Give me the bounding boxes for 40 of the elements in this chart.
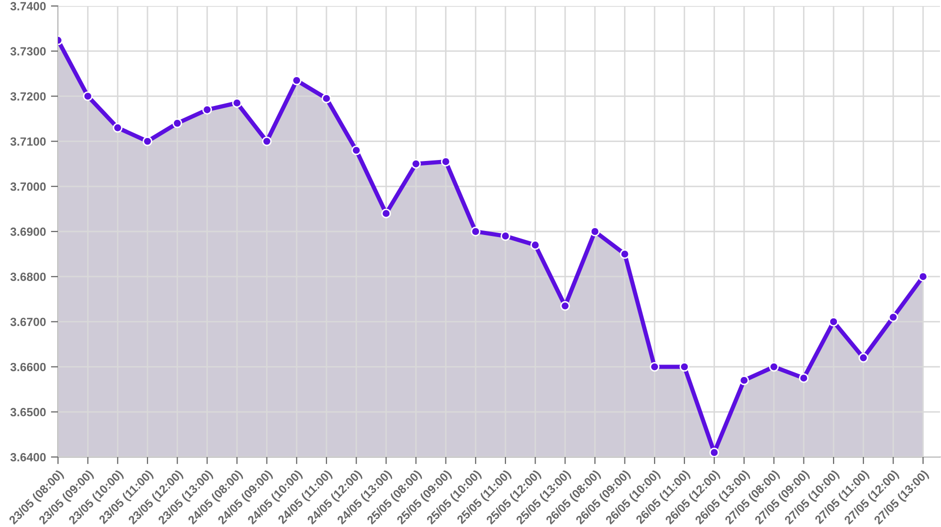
y-tick-label: 3.7400: [10, 2, 46, 10]
point: [620, 249, 630, 259]
y-tick-label: 3.6800: [10, 272, 46, 282]
point: [918, 272, 928, 282]
point: [112, 122, 123, 133]
point: [530, 240, 540, 250]
point: [351, 145, 362, 156]
y-tick-label: 3.6900: [10, 228, 46, 236]
point: [500, 231, 510, 241]
point: [680, 362, 690, 372]
point: [411, 158, 421, 169]
y-tick-label: 3.6700: [10, 318, 46, 326]
point: [322, 94, 332, 104]
point: [590, 226, 600, 236]
y-tick-label: 3.7300: [10, 47, 46, 56]
point: [440, 156, 451, 166]
y-tick-label: 3.7200: [10, 92, 46, 101]
point: [470, 226, 480, 236]
y-tick-label: 3.6500: [10, 408, 46, 416]
point: [858, 352, 868, 363]
y-tick-label: 3.7000: [10, 182, 46, 191]
point: [650, 362, 660, 372]
y-tick-label: 3.7100: [10, 137, 46, 146]
point: [292, 76, 302, 86]
point: [739, 375, 749, 386]
point: [142, 136, 152, 146]
point: [798, 373, 809, 383]
point: [560, 301, 570, 311]
point: [769, 362, 779, 372]
point: [232, 98, 242, 108]
point: [202, 104, 212, 115]
point: [828, 316, 838, 327]
point: [82, 91, 93, 102]
point: [709, 448, 720, 457]
point: [888, 312, 898, 322]
point: [381, 208, 391, 218]
point: [262, 136, 272, 146]
y-tick-label: 3.6400: [10, 453, 46, 462]
y-tick-label: 3.6600: [10, 362, 46, 372]
point: [172, 118, 182, 128]
